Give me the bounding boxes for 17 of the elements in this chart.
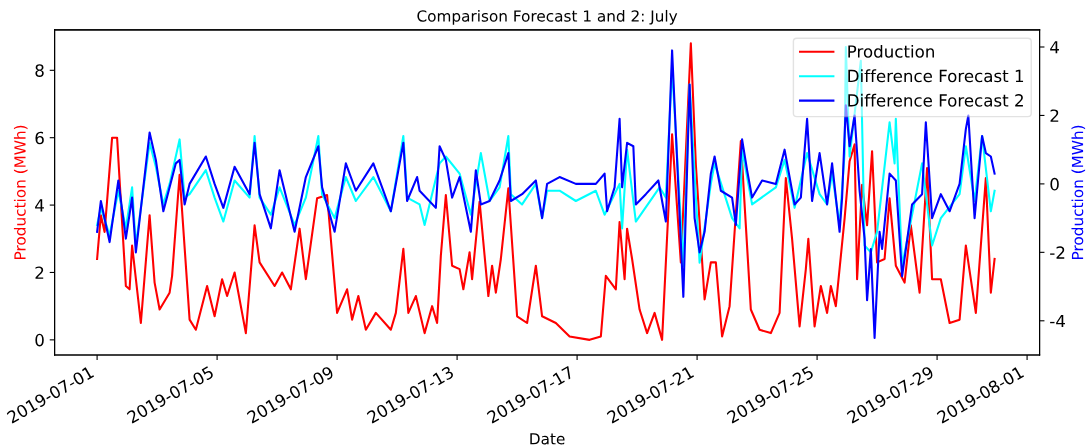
y2-tick-label: 2 [1050, 109, 1059, 122]
y2-tick-label: 0 [1050, 177, 1059, 191]
x-axis-title: Date [530, 433, 565, 445]
y-axis-title: Production (MWh) [13, 125, 28, 259]
y-tick-label: 4 [35, 199, 44, 212]
y-tick-label: 8 [35, 64, 44, 77]
y2-tick-label: -4 [1050, 314, 1065, 328]
y2-axis-title: Production (MWh) [1071, 125, 1086, 259]
y-tick-label: 2 [35, 266, 44, 279]
legend-label: Difference Forecast 1 [848, 69, 1024, 83]
y-tick-label: 6 [35, 131, 44, 145]
y2-tick-label: -2 [1050, 246, 1065, 259]
legend-label: Difference Forecast 2 [848, 93, 1023, 107]
chart-title: Comparison Forecast 1 and 2: July [417, 9, 678, 25]
y2-tick-label: 4 [1050, 41, 1059, 54]
y-tick-label: 0 [35, 333, 44, 347]
legend-label: Production [848, 44, 934, 58]
